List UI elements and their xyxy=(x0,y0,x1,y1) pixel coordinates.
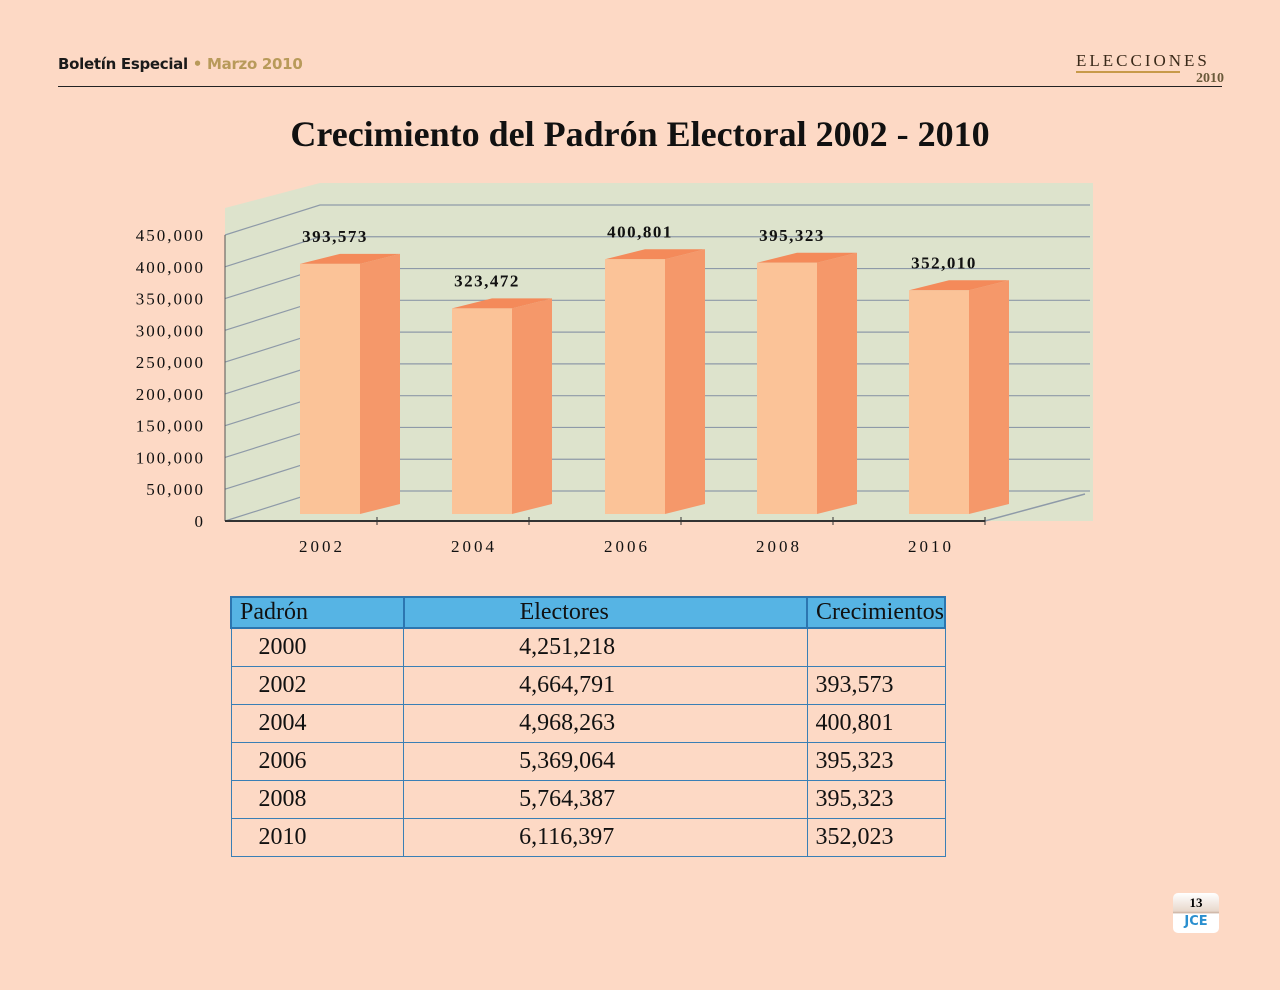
bar xyxy=(452,308,512,514)
page-number: 13 xyxy=(1189,895,1203,910)
table-row: 2008 5,764,387 395,323 xyxy=(230,780,946,819)
y-tick-label: 400,000 xyxy=(136,258,205,277)
data-label: 400,801 xyxy=(607,222,673,241)
bar xyxy=(757,262,817,514)
y-tick-label: 200,000 xyxy=(136,385,205,404)
gridline xyxy=(224,236,1090,268)
page-title: Crecimiento del Padrón Electoral 2002 - … xyxy=(290,114,990,154)
bar-top xyxy=(909,280,1009,291)
table-cell: 400,801 xyxy=(806,704,946,743)
x-tick-label: 2008 xyxy=(756,537,802,556)
bar-side xyxy=(665,249,705,515)
bar-top xyxy=(757,252,857,263)
table-row: 2002 4,664,791 393,573 xyxy=(230,666,946,705)
gridline xyxy=(224,204,1090,236)
table-cell: 2000 xyxy=(230,627,405,667)
data-label: 393,573 xyxy=(302,227,368,246)
data-label: 323,472 xyxy=(454,271,520,290)
table-header-row: Padrón Electores Crecimientos xyxy=(230,596,946,629)
separator: • xyxy=(187,55,207,73)
y-tick-label: 450,000 xyxy=(136,226,205,245)
y-tick-label: 100,000 xyxy=(136,448,205,467)
table-cell: 2006 xyxy=(230,742,405,781)
bar-top xyxy=(300,253,400,264)
x-tick-label: 2006 xyxy=(604,537,650,556)
table-cell: 2010 xyxy=(230,818,405,857)
table-cell: 352,023 xyxy=(806,818,946,857)
logo-line xyxy=(1076,71,1180,73)
data-label: 395,323 xyxy=(759,226,825,245)
table-row: 2010 6,116,397 352,023 xyxy=(230,818,946,857)
table-cell: 6,116,397 xyxy=(403,818,808,857)
bar xyxy=(300,263,360,514)
table-cell: 4,968,263 xyxy=(403,704,808,743)
bulletin-title: Boletín Especial • Marzo 2010 xyxy=(58,55,303,73)
y-tick-label: 250,000 xyxy=(136,353,205,372)
bar-top xyxy=(452,298,552,309)
bar-side xyxy=(360,253,400,514)
logo-text: ELECCIONES xyxy=(1076,51,1210,70)
header-rule xyxy=(58,86,1222,87)
y-tick-label: 350,000 xyxy=(136,290,205,309)
page-badge: 13 JCE xyxy=(1173,893,1219,933)
bar-chart: 0 50,000 100,000 150,000 200,000 250,000 300,0… xyxy=(136,183,1093,556)
bulletin-date: Marzo 2010 xyxy=(207,55,303,73)
bar-side xyxy=(969,280,1009,514)
bar xyxy=(605,259,665,514)
table-cell: 395,323 xyxy=(806,742,946,781)
bulletin-name: Boletín Especial xyxy=(58,55,188,73)
table-cell: 5,764,387 xyxy=(403,780,808,819)
x-tick-label: 2010 xyxy=(908,537,954,556)
padron-table: Padrón Electores Crecimientos 2000 4,251,… xyxy=(230,596,946,857)
bar xyxy=(909,290,969,514)
bar-top xyxy=(605,249,705,260)
table-cell: 395,323 xyxy=(806,780,946,819)
y-tick-label: 300,000 xyxy=(136,321,205,340)
y-tick-label: 150,000 xyxy=(136,417,205,436)
table-cell: 2004 xyxy=(230,704,405,743)
table-cell: 2002 xyxy=(230,666,405,705)
data-label: 352,010 xyxy=(911,253,977,272)
table-row: 2006 5,369,064 395,323 xyxy=(230,742,946,781)
x-tick-label: 2004 xyxy=(451,537,497,556)
header-electores: Electores xyxy=(402,596,809,629)
elecciones-logo: ELECCIONES 2010 xyxy=(1076,52,1224,86)
header-crecimientos: Crecimientos xyxy=(806,596,946,629)
jce-logo: JCE xyxy=(1184,914,1208,929)
table-cell xyxy=(806,627,946,667)
bar-side xyxy=(817,252,857,514)
bar-side xyxy=(512,298,552,514)
y-tick-label: 0 xyxy=(195,512,206,531)
table-cell: 393,573 xyxy=(806,666,946,705)
logo-year: 2010 xyxy=(1196,71,1224,86)
x-tick-label: 2002 xyxy=(299,537,345,556)
header-padron: Padrón xyxy=(230,596,405,629)
y-tick-label: 50,000 xyxy=(146,480,205,499)
table-row: 2000 4,251,218 xyxy=(230,627,946,667)
table-row: 2004 4,968,263 400,801 xyxy=(230,704,946,743)
table-cell: 4,664,791 xyxy=(403,666,808,705)
table-cell: 2008 xyxy=(230,780,405,819)
table-cell: 4,251,218 xyxy=(403,627,808,667)
table-cell: 5,369,064 xyxy=(403,742,808,781)
